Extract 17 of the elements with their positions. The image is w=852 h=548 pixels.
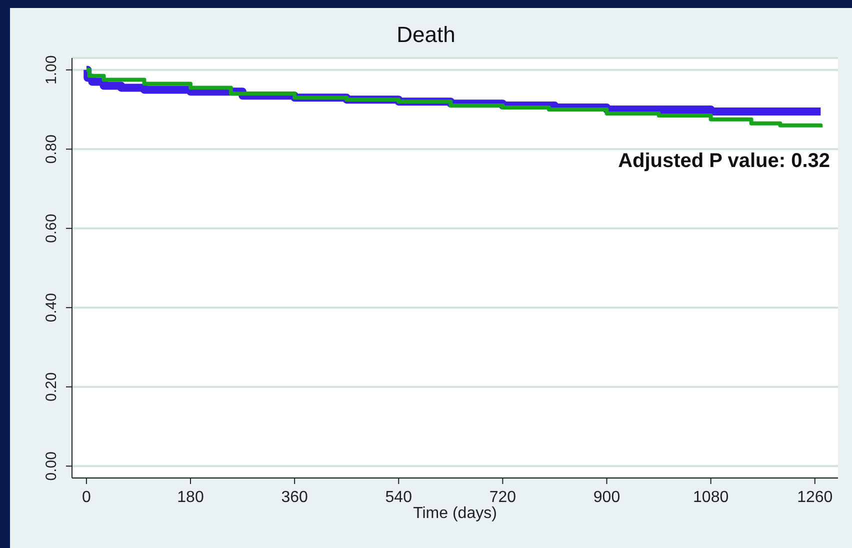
- y-tick-label: 0.60: [43, 214, 60, 243]
- x-tick-label: 900: [593, 489, 620, 506]
- x-axis-title: Time (days): [413, 505, 497, 522]
- x-tick-label: 1260: [797, 489, 833, 506]
- annotation: Adjusted P value: 0.32: [618, 150, 830, 173]
- y-tick-label: 0.00: [43, 452, 60, 481]
- y-tick-label: 0.80: [43, 134, 60, 164]
- x-tick-label: 360: [281, 489, 308, 506]
- x-tick-label: 540: [385, 489, 412, 506]
- y-tick-label: 1.00: [43, 55, 60, 84]
- y-tick-label: 0.20: [43, 372, 60, 402]
- x-tick-label: 1080: [693, 489, 729, 506]
- y-tick-label: 0.40: [43, 293, 60, 322]
- chart-title: Death: [396, 22, 456, 48]
- x-tick-label: 0: [82, 489, 91, 506]
- x-tick-label: 720: [489, 489, 516, 506]
- x-tick-label: 180: [177, 489, 204, 506]
